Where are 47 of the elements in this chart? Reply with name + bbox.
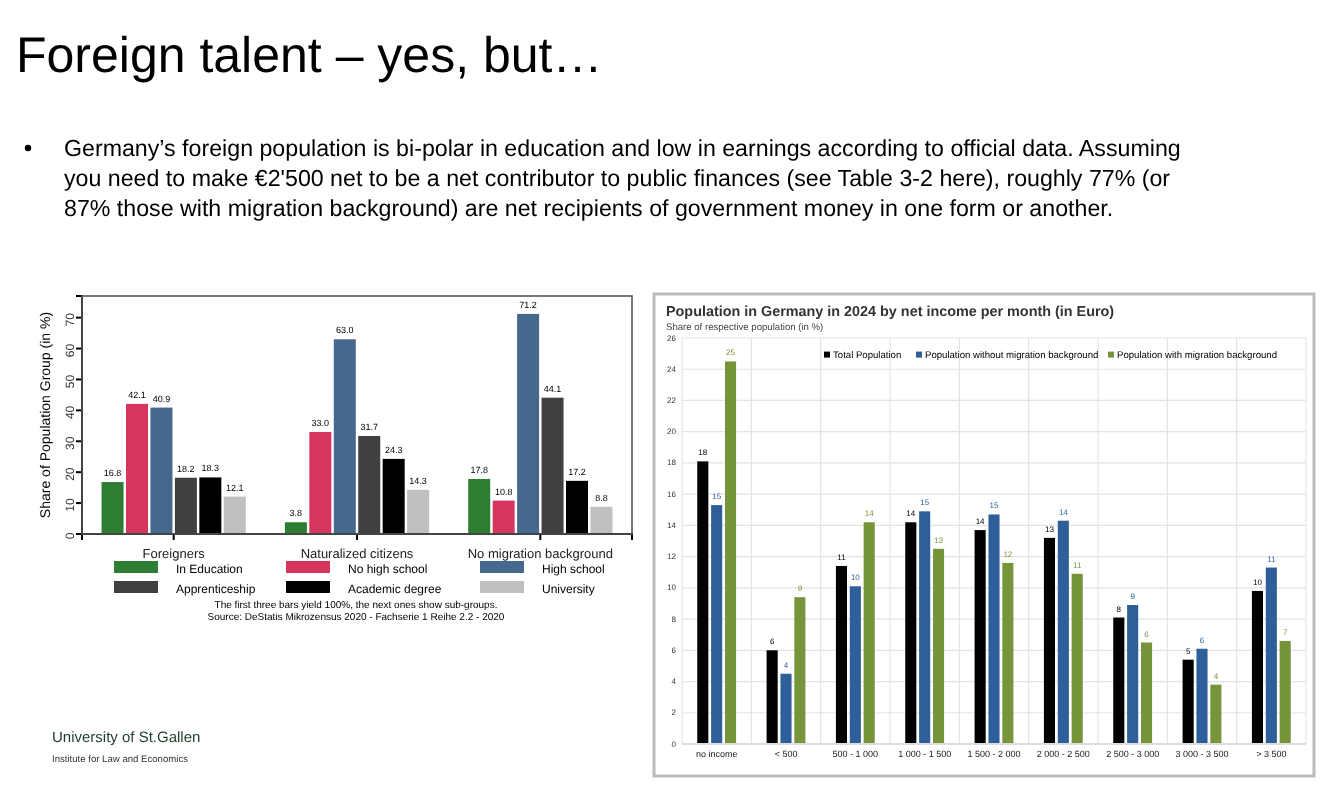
bar — [566, 480, 588, 534]
bar — [1279, 640, 1291, 744]
chart-title: Foreign talent – yes, but… — [16, 28, 603, 84]
bar — [407, 489, 430, 534]
bar — [1140, 642, 1153, 744]
bar — [199, 477, 222, 534]
bar — [333, 339, 356, 534]
bar — [1210, 684, 1222, 744]
bar — [932, 548, 945, 744]
bar — [1043, 537, 1056, 744]
bar — [905, 522, 917, 744]
bar — [974, 530, 986, 744]
bar — [988, 514, 1000, 744]
bar — [174, 477, 197, 534]
bar — [1196, 648, 1208, 744]
bar — [150, 407, 173, 534]
bar — [1113, 617, 1125, 744]
bar — [1002, 562, 1014, 744]
bar — [382, 458, 405, 534]
bar — [697, 461, 709, 744]
bar — [468, 478, 491, 534]
bar — [1127, 605, 1139, 744]
bar — [590, 506, 613, 534]
bar — [492, 500, 515, 534]
bar — [541, 397, 564, 534]
bar — [358, 436, 381, 534]
bar — [1057, 520, 1069, 744]
text: Germany’s foreign population is bi-polar in education and low in earnings according to official data. Assuming you need to make €2'500 net to be a net contributor to public finances (see Table 3-2 here), roughly 77% (or 87% those with migration background) are net recipients of government money in one form or another. — [64, 136, 1181, 222]
bar — [1071, 573, 1083, 744]
bar — [711, 505, 723, 744]
bar — [1251, 590, 1264, 744]
bar — [794, 597, 806, 744]
bar — [223, 496, 246, 534]
bar — [309, 432, 332, 534]
bar — [1182, 659, 1194, 744]
bar — [863, 522, 875, 744]
bar — [284, 522, 307, 534]
bar — [835, 565, 848, 744]
bar — [780, 673, 792, 744]
bar — [919, 511, 931, 744]
bar — [101, 482, 124, 534]
bar — [517, 313, 540, 534]
bar — [724, 361, 737, 744]
bar — [1265, 567, 1277, 744]
bar — [849, 586, 861, 744]
bar — [766, 650, 778, 744]
bar — [126, 403, 148, 534]
